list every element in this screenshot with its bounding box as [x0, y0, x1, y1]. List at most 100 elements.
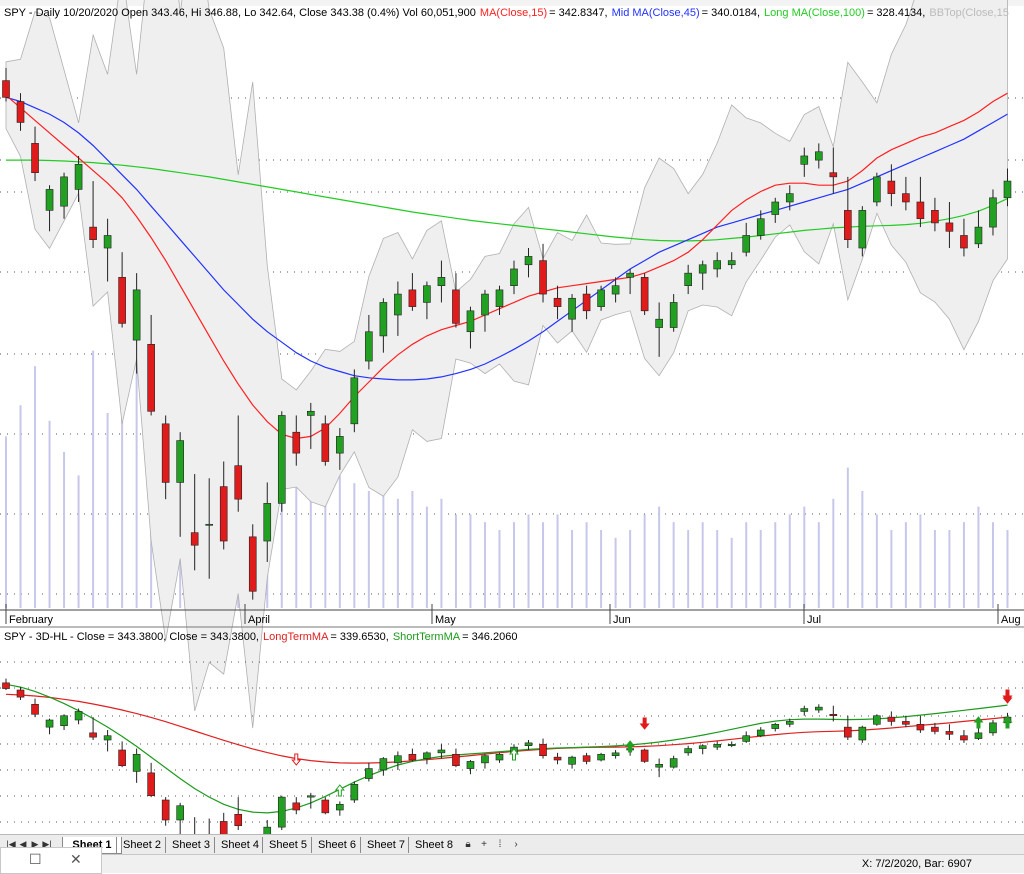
candle-body [350, 377, 359, 425]
volume-bar [121, 366, 124, 608]
volume-bar [890, 530, 893, 608]
close-icon[interactable]: ✕ [70, 851, 82, 867]
volume-bar [745, 522, 748, 608]
x-axis-label: Jul [807, 614, 821, 626]
lower-candle-body [814, 706, 823, 711]
candle-body [1003, 180, 1012, 199]
candle-body [147, 343, 155, 412]
lower-candle-body [713, 743, 722, 748]
long-term-ma-label: LongTermMA [263, 631, 329, 643]
candle-body [568, 297, 576, 320]
lower-candle-body [568, 756, 576, 765]
volume-bar [571, 530, 574, 608]
volume-bar [817, 522, 820, 608]
lower-candle-body [263, 826, 272, 834]
tab-sheet-4[interactable]: Sheet 4 [214, 837, 265, 853]
lower-candle-body [437, 749, 446, 754]
volume-bar [774, 522, 777, 608]
tab-sheet-5[interactable]: Sheet 5 [262, 837, 313, 853]
candle-body [510, 268, 518, 287]
x-axis-label: Aug [1001, 614, 1021, 626]
volume-bar [324, 444, 327, 608]
sell-signal-arrow-icon [1002, 691, 1013, 704]
candle-body [103, 235, 112, 249]
candle-body [219, 486, 228, 542]
lower-candle-body [727, 743, 736, 747]
volume-bar [382, 491, 385, 608]
header2-main: SPY - 3D-HL - Close = 343.3800, Close = … [4, 631, 259, 643]
lower-candle-body [365, 768, 373, 779]
long-ma-line [6, 159, 1008, 242]
last-sheet-icon[interactable]: ▶| [42, 839, 52, 849]
volume-bar [280, 452, 283, 608]
add-sheet-icon[interactable]: + [481, 839, 487, 850]
candle-body [858, 210, 867, 249]
lower-candle-body [945, 731, 954, 735]
candle-body [365, 331, 373, 362]
tab-sheet-2[interactable]: Sheet 2 [116, 837, 167, 853]
lower-candle-body [60, 715, 68, 727]
status-text: X: 7/2/2020, Bar: 6907 [861, 858, 972, 870]
tab-sheet-6[interactable]: Sheet 6 [311, 837, 362, 853]
lower-candle-body [829, 713, 838, 717]
volume-bar [469, 514, 472, 608]
lower-candle-body [408, 753, 417, 761]
tab-sheet-7[interactable]: Sheet 7 [360, 837, 411, 853]
lower-candle-body [611, 752, 620, 757]
lower-candle-body [974, 732, 983, 739]
lower-candle-body [800, 708, 809, 712]
volume-bar [19, 405, 22, 608]
volume-bar [353, 483, 356, 608]
tab-sheet-8[interactable]: Sheet 8 [408, 837, 459, 853]
volume-bar [411, 491, 414, 608]
lower-candle-body [582, 755, 591, 762]
chart-area[interactable]: February April May Jun Jul Aug [0, 0, 1024, 834]
window-controls: ☐ ✕ [0, 847, 102, 874]
candle-body [306, 410, 315, 416]
tab-sheet-3[interactable]: Sheet 3 [165, 837, 216, 853]
restore-icon[interactable]: ☐ [29, 851, 42, 867]
candle-body [669, 302, 678, 328]
candle-body [655, 318, 663, 328]
short-term-ma-label: ShortTermMA [392, 631, 461, 643]
volume-bar [788, 514, 791, 608]
x-axis-label: February [9, 614, 54, 626]
lower-candle-body [669, 758, 678, 768]
lower-candle-body [524, 742, 533, 747]
candle-body [684, 272, 692, 286]
candle-body [698, 264, 707, 274]
candle-body [887, 180, 896, 194]
next-sheet-icon[interactable]: ▶ [31, 839, 39, 849]
volume-bar [338, 475, 341, 608]
lower-candle-body [292, 802, 301, 811]
buy-signal-arrow-icon [973, 716, 984, 729]
lower-candle-body [336, 803, 344, 811]
volume-bar [1006, 530, 1009, 608]
volume-bar [92, 350, 95, 608]
prev-sheet-icon[interactable]: ◀ [19, 839, 27, 849]
lower-candle-body [103, 735, 112, 741]
volume-bar [991, 522, 994, 608]
long-term-ma-value: = 339.6530, [330, 631, 389, 643]
candle-body [582, 293, 591, 312]
mid-ma-label: Mid MA(Close,45) [611, 7, 700, 19]
bollinger-band [5, 0, 1008, 729]
candle-body [974, 226, 983, 245]
volume-bar [658, 506, 661, 608]
lower-candle-body [539, 743, 547, 757]
volume-bar [542, 522, 545, 608]
toolbar-strip [0, 0, 1024, 6]
candle-body [771, 201, 780, 215]
volume-bar [977, 506, 980, 608]
lock-icon[interactable]: 🔒︎ [465, 839, 471, 850]
volume-bar [962, 522, 965, 608]
lower-candle-body [887, 716, 896, 722]
x-axis-label: Jun [613, 614, 631, 626]
first-sheet-icon[interactable]: |◀ [6, 839, 16, 849]
volume-bar [498, 530, 501, 608]
sheet-options-icon[interactable]: ⁞ [498, 839, 502, 850]
scroll-right-icon[interactable]: › [514, 839, 518, 850]
lower-candle-body [495, 753, 504, 761]
lower-candle-body [132, 753, 141, 772]
